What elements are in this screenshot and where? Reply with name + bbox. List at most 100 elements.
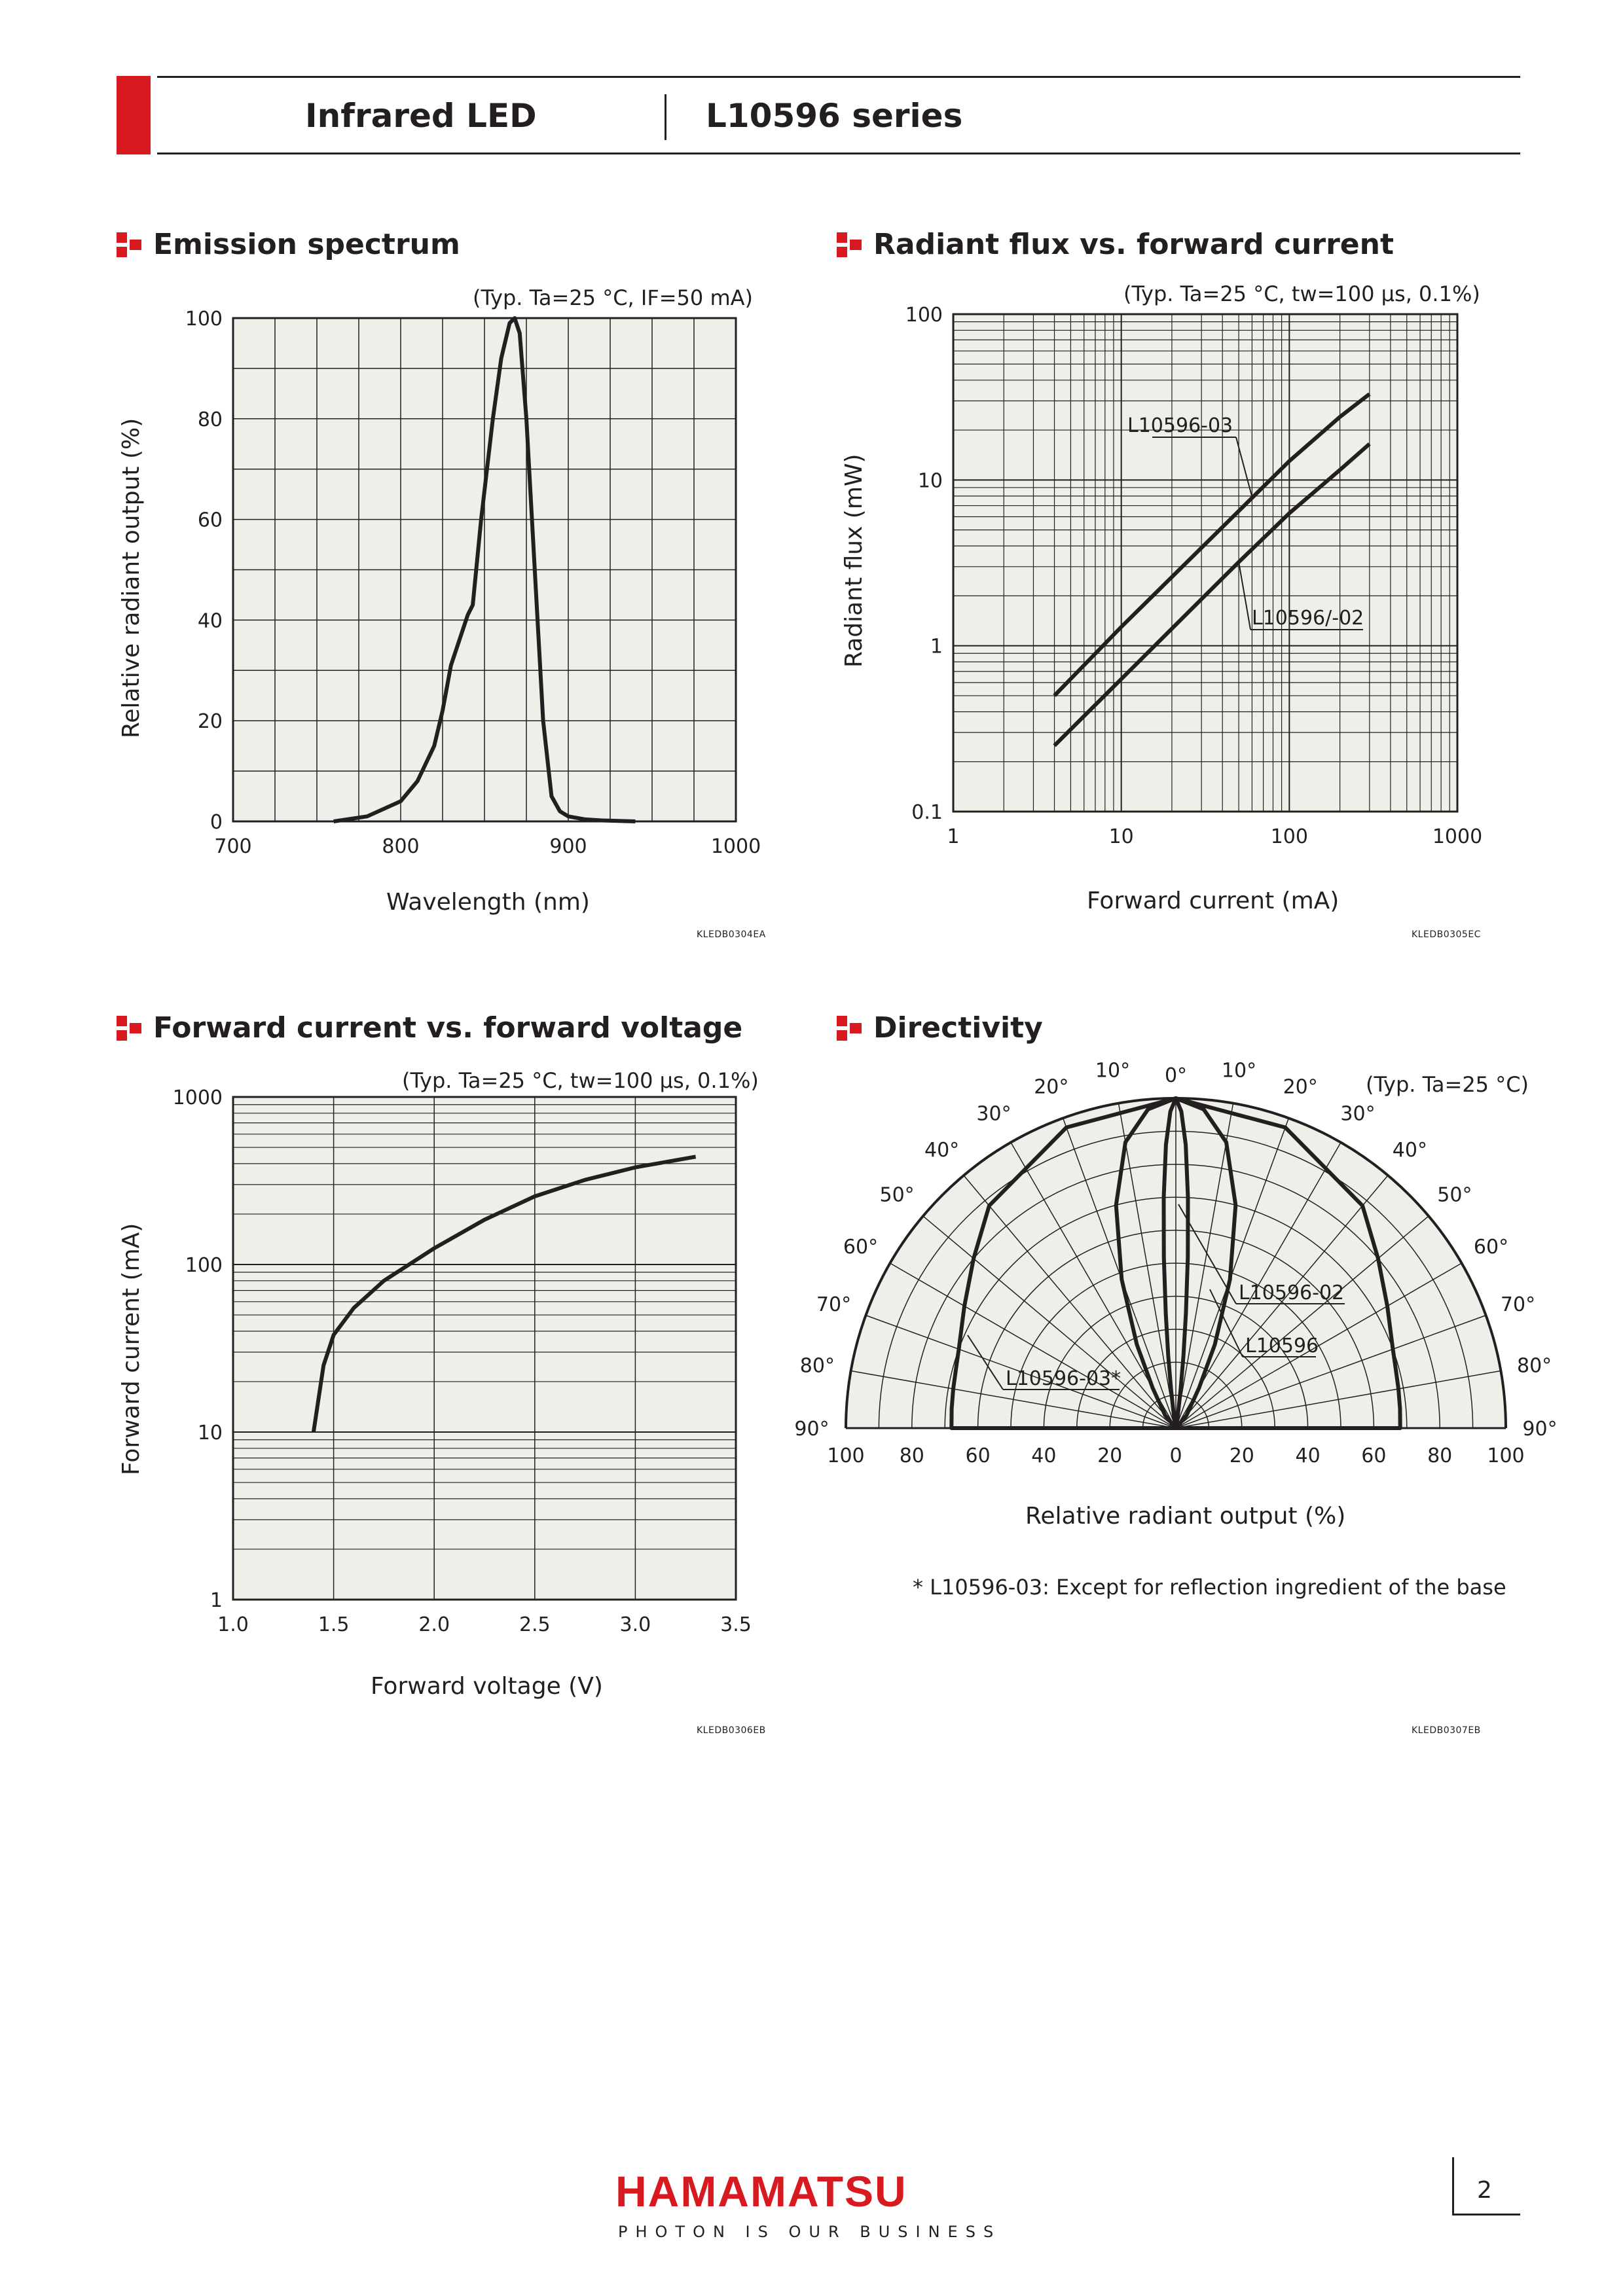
- header-right-title: L10596 series: [706, 97, 963, 135]
- spectrum-condition: (Typ. Ta=25 °C, IF=50 mA): [473, 285, 753, 310]
- directivity-angle-label: 30°: [976, 1103, 1011, 1126]
- ivcurve-y-tick-label: 100: [185, 1254, 223, 1277]
- flux-code: KLEDB0305EC: [1412, 929, 1481, 940]
- flux-series-line-l10596-02: [1053, 442, 1371, 747]
- flux-leader-line: [1238, 562, 1251, 630]
- ivcurve-code: KLEDB0306EB: [697, 1725, 766, 1736]
- directivity-angle-label: 80°: [800, 1355, 835, 1378]
- header-red-bar: [117, 76, 151, 154]
- section-title-directivity: Directivity: [837, 1011, 1043, 1045]
- directivity-angle-label: 40°: [1393, 1139, 1427, 1162]
- directivity-leader-line: [967, 1335, 1004, 1390]
- ivcurve-x-tick-label: 2.5: [519, 1613, 551, 1636]
- directivity-grid-radial: [963, 1175, 1176, 1429]
- directivity-leader-line: [1178, 1204, 1237, 1304]
- directivity-r-tick-label: 80: [900, 1444, 924, 1467]
- spectrum-y-tick-label: 20: [198, 710, 223, 733]
- ivcurve-x-tick-label: 3.0: [620, 1613, 651, 1636]
- page-number-rule: [1452, 2157, 1454, 2215]
- directivity-footnote: * L10596-03: Except for reflection ingre…: [913, 1575, 1506, 1600]
- directivity-r-tick-label: 20: [1230, 1444, 1254, 1467]
- spectrum-y-tick-label: 80: [198, 408, 223, 431]
- spectrum-series-line: [333, 316, 636, 823]
- flux-xlabel: Forward current (mA): [1087, 888, 1340, 914]
- directivity-grid-radial: [1175, 1103, 1234, 1429]
- flux-y-tick-label: 10: [918, 469, 943, 492]
- directivity-leader-line: [1209, 1289, 1243, 1357]
- ivcurve-plot-frame: [232, 1096, 737, 1601]
- flux-plot-frame: [952, 313, 1459, 813]
- directivity-r-tick-label: 40: [1296, 1444, 1321, 1467]
- section-title-flux: Radiant flux vs. forward current: [837, 228, 1394, 261]
- ivcurve-series-line: [311, 1155, 697, 1433]
- directivity-angle-label: 0°: [1165, 1064, 1187, 1087]
- directivity-series-curve-2: [949, 1096, 1402, 1430]
- spectrum-x-tick-label: 700: [214, 835, 251, 858]
- section-bullet-icon: [837, 232, 862, 257]
- flux-condition: (Typ. Ta=25 °C, tw=100 μs, 0.1%): [1123, 281, 1480, 306]
- directivity-angle-label: 60°: [843, 1236, 878, 1259]
- ivcurve-x-tick-label: 3.5: [720, 1613, 752, 1636]
- directivity-r-tick-label: 60: [1361, 1444, 1386, 1467]
- flux-plot-area: [953, 314, 1457, 812]
- flux-y-tick-label: 1: [930, 636, 943, 658]
- directivity-grid-radial: [890, 1263, 1176, 1429]
- directivity-r-tick-label: 100: [1487, 1444, 1524, 1467]
- directivity-series-label: L10596-02: [1239, 1282, 1344, 1304]
- directivity-r-tick-label: 100: [827, 1444, 864, 1467]
- directivity-angle-label: 30°: [1340, 1103, 1375, 1126]
- header-divider: [665, 94, 666, 140]
- flux-y-tick-label: 100: [905, 304, 943, 327]
- flux-x-tick-label: 100: [1271, 825, 1308, 848]
- section-title-text: Directivity: [873, 1011, 1043, 1045]
- directivity-grid-radial: [1175, 1215, 1429, 1429]
- spectrum-y-tick-label: 60: [198, 509, 223, 532]
- directivity-angle-label: 70°: [1501, 1293, 1535, 1316]
- spectrum-y-tick-label: 40: [198, 609, 223, 632]
- directivity-angle-label: 80°: [1517, 1355, 1552, 1378]
- flux-series-line-l10596-03: [1053, 392, 1371, 697]
- ivcurve-plot-area: [233, 1097, 736, 1600]
- section-title-text: Emission spectrum: [153, 228, 460, 261]
- ivcurve-condition: (Typ. Ta=25 °C, tw=100 μs, 0.1%): [402, 1068, 759, 1093]
- page-number: 2: [1477, 2177, 1492, 2204]
- directivity-r-tick-label: 60: [966, 1444, 991, 1467]
- directivity-grid-radial: [922, 1215, 1176, 1429]
- ivcurve-x-tick-label: 1.5: [318, 1613, 350, 1636]
- spectrum-code: KLEDB0304EA: [697, 929, 766, 940]
- directivity-grid-radial: [866, 1314, 1176, 1429]
- header-left-title: Infrared LED: [305, 97, 537, 135]
- directivity-angle-label: 20°: [1034, 1076, 1068, 1099]
- directivity-angle-label: 50°: [1437, 1184, 1472, 1207]
- directivity-angle-label: 70°: [816, 1293, 851, 1316]
- ivcurve-y-tick-label: 10: [198, 1422, 223, 1444]
- directivity-grid-radial: [1118, 1103, 1176, 1429]
- ivcurve-y-tick-label: 1: [210, 1589, 223, 1612]
- directivity-r-tick-label: 0: [1169, 1444, 1182, 1467]
- spectrum-y-tick-label: 0: [210, 811, 223, 834]
- directivity-angle-label: 90°: [794, 1418, 829, 1441]
- directivity-grid-radial: [1175, 1370, 1501, 1429]
- flux-y-tick-label: 0.1: [911, 801, 943, 824]
- ivcurve-x-tick-label: 2.0: [418, 1613, 450, 1636]
- ivcurve-x-tick-label: 1.0: [217, 1613, 249, 1636]
- directivity-angle-label: 10°: [1222, 1059, 1256, 1082]
- page-number-underline: [1452, 2214, 1520, 2215]
- directivity-angle-label: 60°: [1474, 1236, 1508, 1259]
- section-title-spectrum: Emission spectrum: [117, 228, 460, 261]
- directivity-r-tick-label: 20: [1097, 1444, 1122, 1467]
- brand-logo: HAMAMATSU: [615, 2167, 907, 2215]
- section-bullet-icon: [117, 232, 141, 257]
- directivity-angle-label: 90°: [1522, 1418, 1557, 1441]
- spectrum-x-tick-label: 800: [382, 835, 419, 858]
- spectrum-plot-frame: [232, 317, 737, 823]
- ivcurve-y-tick-label: 1000: [173, 1086, 223, 1109]
- directivity-condition: (Typ. Ta=25 °C): [1366, 1072, 1529, 1097]
- section-title-ivcurve: Forward current vs. forward voltage: [117, 1011, 742, 1045]
- section-title-text: Radiant flux vs. forward current: [873, 228, 1394, 261]
- header-bottom-rule: [157, 152, 1520, 154]
- directivity-xlabel: Relative radiant output (%): [1025, 1503, 1346, 1530]
- directivity-grid-radial: [1175, 1314, 1486, 1429]
